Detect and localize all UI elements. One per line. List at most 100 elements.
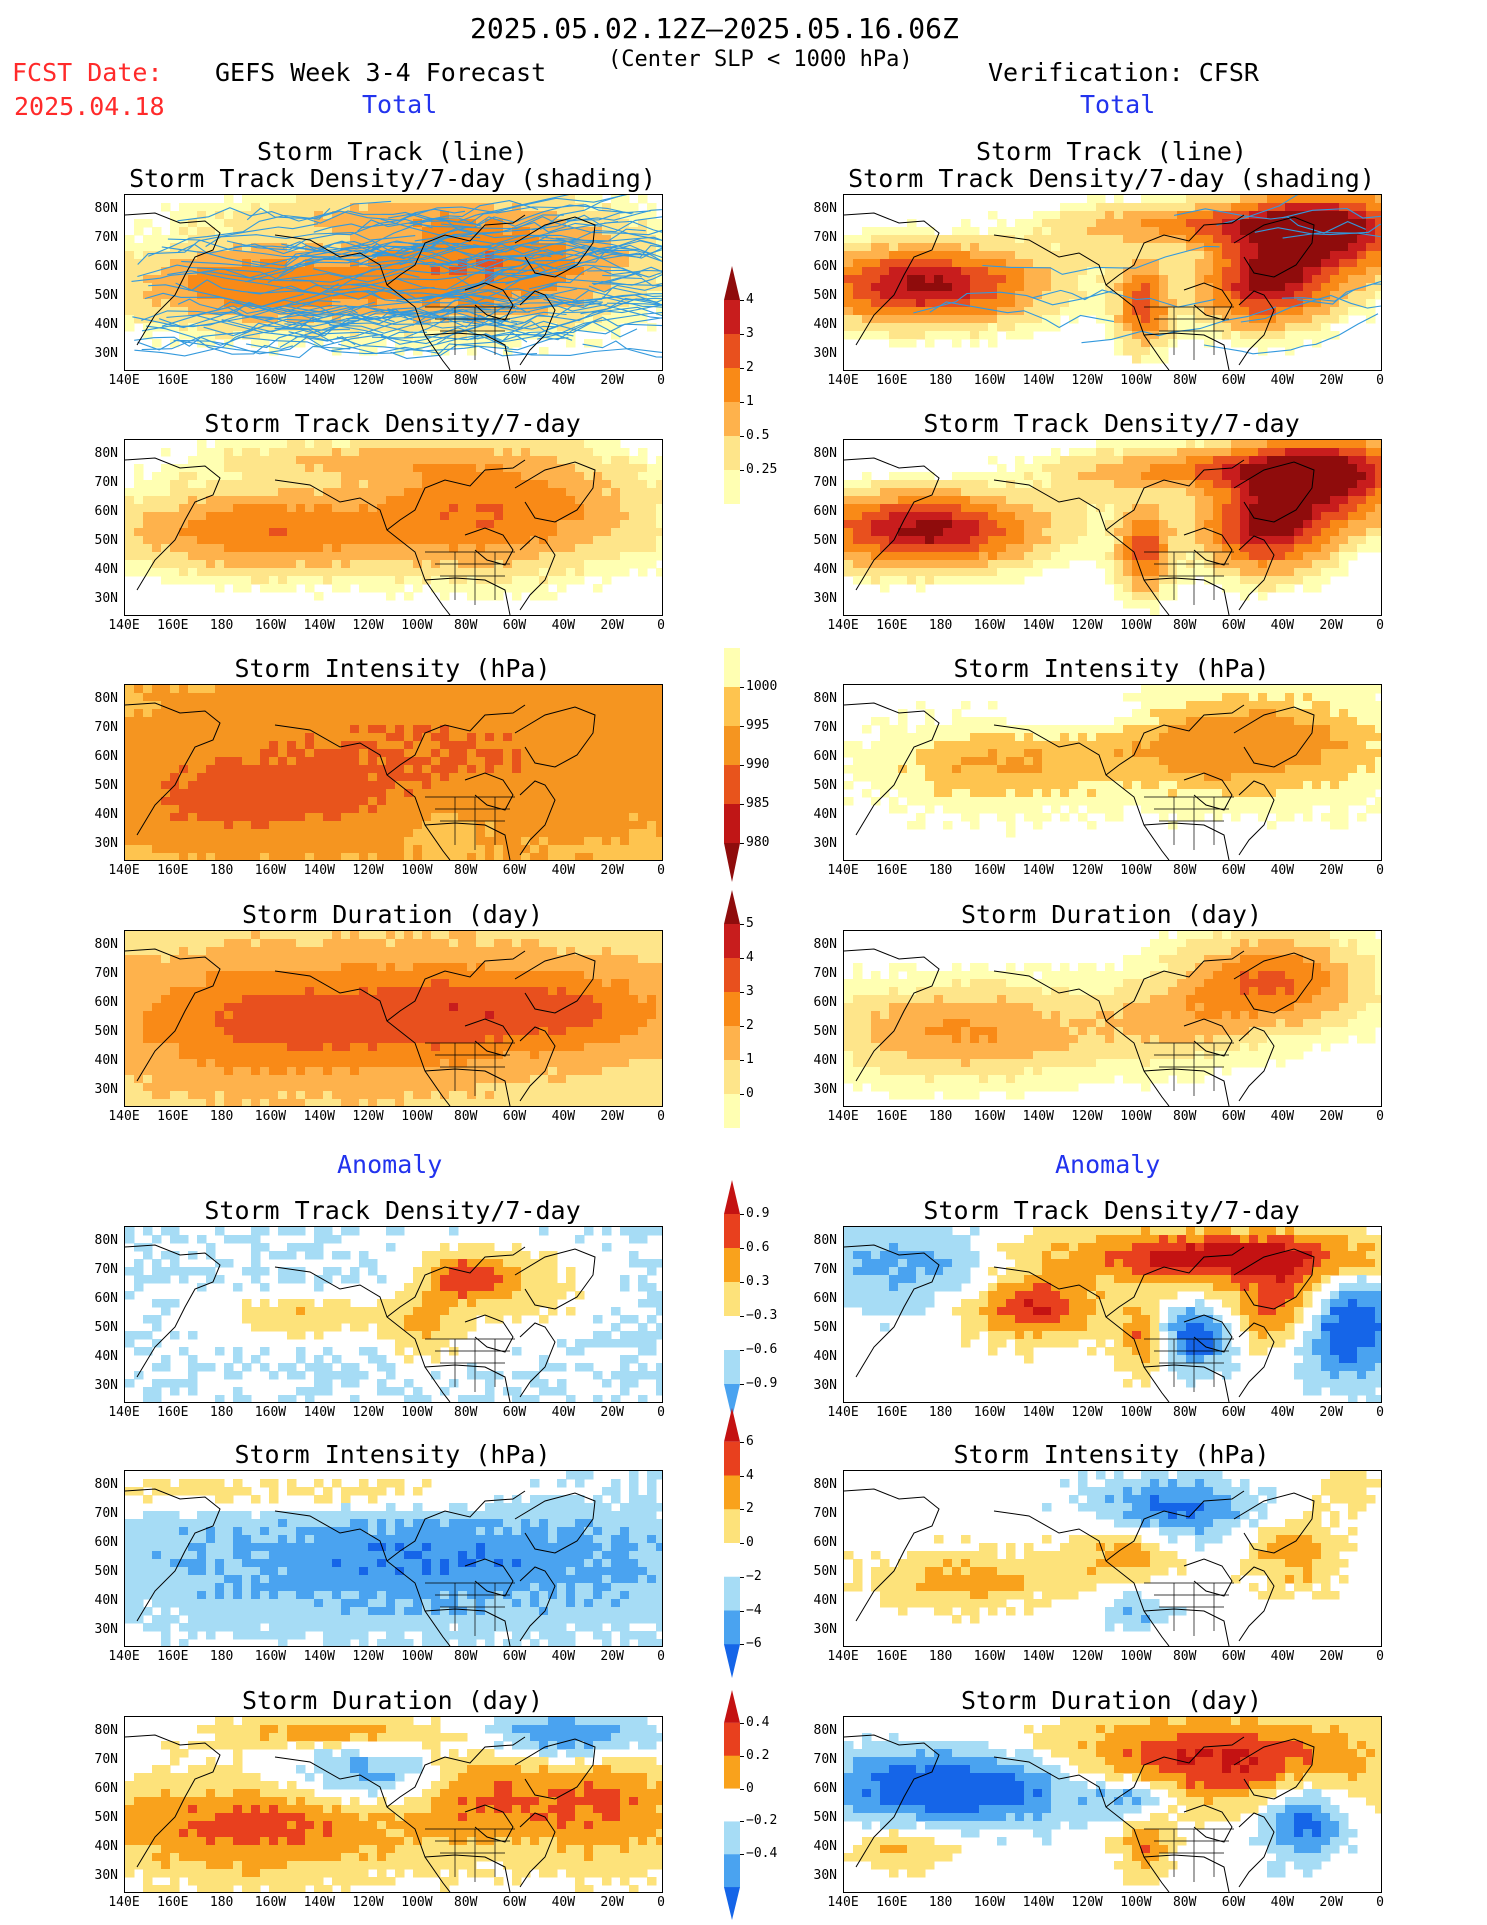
fcst-intensity-anom-lon-label: 100W: [401, 1649, 433, 1664]
cfsr-intensity-anom-lat-label: 30N: [813, 1622, 837, 1637]
colorbar-duration-total-tick: [740, 1026, 744, 1027]
cfsr-duration-lat-label: 80N: [813, 937, 837, 952]
fcst-duration-anom-lat-label: 60N: [94, 1781, 118, 1796]
colorbar-intensity-anom: [724, 1408, 740, 1678]
fcst-track-lon-label: 140E: [108, 373, 140, 388]
cfsr-intensity-lon-label: 100W: [1120, 863, 1152, 878]
cfsr-intensity-lat-label: 80N: [813, 691, 837, 706]
fcst-density-anom-lat-label: 30N: [94, 1378, 118, 1393]
cfsr-duration-anom-lon-label: 0: [1376, 1895, 1384, 1910]
cfsr-intensity-lon-label: 180: [928, 863, 953, 878]
fcst-duration-anom-lat-label: 80N: [94, 1723, 118, 1738]
cfsr-intensity-title: Storm Intensity (hPa): [953, 654, 1270, 683]
cfsr-duration-anom-lat-label: 60N: [813, 1781, 837, 1796]
cfsr-duration-anom-lat-label: 50N: [813, 1810, 837, 1825]
cfsr-intensity-lon-label: 160E: [876, 863, 908, 878]
fcst-duration-anom-map: [124, 1716, 663, 1893]
colorbar-duration-total-tick: [740, 992, 744, 993]
fcst-intensity-lat-label: 40N: [94, 807, 118, 822]
colorbar-duration-total-tick: [740, 924, 744, 925]
cfsr-duration-anom-lat-label: 80N: [813, 1723, 837, 1738]
fcst-intensity-anom-lon-label: 140W: [303, 1649, 335, 1664]
colorbar-density-total: [724, 266, 740, 504]
fcst-density-lon-label: 80W: [453, 618, 478, 633]
colorbar-density-total-tick: [740, 300, 744, 301]
fcst-density-anom-lon-label: 80W: [453, 1405, 478, 1420]
fcst-intensity-anom-lon-label: 60W: [502, 1649, 527, 1664]
colorbar-duration-total-label: 1: [746, 1052, 754, 1067]
colorbar-duration-total: [724, 890, 740, 1128]
cfsr-duration-lat-label: 70N: [813, 966, 837, 981]
cfsr-density-anom-lon-label: 40W: [1270, 1405, 1295, 1420]
fcst-density-lon-label: 0: [657, 618, 665, 633]
cfsr-duration-lon-label: 20W: [1319, 1109, 1343, 1124]
cfsr-track-lat-label: 50N: [813, 288, 837, 303]
cfsr-intensity-lat-label: 70N: [813, 720, 837, 735]
cfsr-track-lon-label: 0: [1376, 373, 1384, 388]
cfsr-duration-anom-map: [843, 1716, 1382, 1893]
cfsr-duration-lat-label: 40N: [813, 1053, 837, 1068]
cfsr-duration-lon-label: 0: [1376, 1109, 1384, 1124]
fcst-density-anom-lat-label: 80N: [94, 1233, 118, 1248]
fcst-intensity-anom-lon-label: 160E: [157, 1649, 189, 1664]
cfsr-intensity-anom-lat-label: 40N: [813, 1593, 837, 1608]
colorbar-intensity-anom-label: −2: [746, 1568, 762, 1584]
cfsr-intensity-anom-lon-label: 140W: [1022, 1649, 1054, 1664]
colorbar-density-anom-label: 0.6: [746, 1240, 770, 1255]
fcst-track-lon-label: 80W: [453, 373, 478, 388]
cfsr-density-title: Storm Track Density/7-day: [923, 409, 1300, 438]
cfsr-track-lat-label: 40N: [813, 317, 837, 332]
cfsr-intensity-anom-lon-label: 60W: [1221, 1649, 1246, 1664]
cfsr-density-anom-lat-label: 40N: [813, 1349, 837, 1364]
cfsr-duration-anom-lon-label: 160W: [973, 1895, 1006, 1910]
cfsr-track-title-2: Storm Track Density/7-day (shading): [848, 164, 1375, 193]
cfsr-density-anom-lon-label: 140E: [827, 1405, 859, 1420]
cfsr-density-anom-lon-label: 100W: [1120, 1405, 1152, 1420]
cfsr-track-lon-label: 20W: [1319, 373, 1343, 388]
cfsr-density-anom-lat-label: 50N: [813, 1320, 837, 1335]
right-column-title: Verification: CFSR: [988, 58, 1259, 87]
cfsr-track-lat-label: 30N: [813, 346, 837, 361]
fcst-duration-anom-lat-label: 50N: [94, 1810, 118, 1825]
fcst-track-lon-label: 160E: [157, 373, 189, 388]
fcst-intensity-lon-label: 140E: [108, 863, 140, 878]
cfsr-intensity-lon-label: 60W: [1221, 863, 1246, 878]
cfsr-density-map: [843, 439, 1382, 616]
fcst-density-lon-label: 160E: [157, 618, 189, 633]
colorbar-duration-total-label: 2: [746, 1018, 754, 1033]
fcst-density-lat-label: 30N: [94, 591, 118, 606]
fcst-duration-anom-lon-label: 140E: [108, 1895, 140, 1910]
left-anomaly-label: Anomaly: [337, 1150, 443, 1179]
fcst-duration-anom-lat-label: 40N: [94, 1839, 118, 1854]
fcst-intensity-anom-lon-label: 40W: [551, 1649, 576, 1664]
colorbar-density-total-tick: [740, 334, 744, 335]
fcst-density-anom-lon-label: 40W: [551, 1405, 576, 1420]
cfsr-duration-lon-label: 160E: [876, 1109, 908, 1124]
fcst-density-lat-label: 40N: [94, 562, 118, 577]
right-total-label: Total: [1080, 90, 1156, 119]
colorbar-intensity-anom-label: −6: [746, 1636, 762, 1652]
fcst-duration-lon-label: 60W: [502, 1109, 527, 1124]
colorbar-density-anom-label: −0.3: [746, 1308, 778, 1323]
cfsr-track-lon-label: 40W: [1270, 373, 1295, 388]
cfsr-density-lon-label: 60W: [1221, 618, 1246, 633]
colorbar-intensity-anom-label: 6: [746, 1433, 754, 1449]
fcst-intensity-anom-lat-label: 80N: [94, 1477, 118, 1492]
fcst-track-lon-label: 20W: [600, 373, 624, 388]
cfsr-density-anom-lon-label: 0: [1376, 1405, 1384, 1420]
cfsr-intensity-lon-label: 20W: [1319, 863, 1343, 878]
fcst-density-anom-lat-label: 70N: [94, 1262, 118, 1277]
fcst-density-lon-label: 120W: [352, 618, 384, 633]
fcst-density-anom-lon-label: 160W: [254, 1405, 287, 1420]
fcst-density-lon-label: 140W: [303, 618, 335, 633]
cfsr-density-lon-label: 20W: [1319, 618, 1343, 633]
cfsr-track-lon-label: 160E: [876, 373, 908, 388]
cfsr-duration-lon-label: 80W: [1172, 1109, 1197, 1124]
cfsr-density-anom-lat-label: 60N: [813, 1291, 837, 1306]
colorbar-intensity-total-tick: [740, 726, 744, 727]
fcst-density-anom-lon-label: 120W: [352, 1405, 384, 1420]
cfsr-density-anom-lon-label: 80W: [1172, 1405, 1197, 1420]
cfsr-duration-anom-lon-label: 160E: [876, 1895, 908, 1910]
cfsr-intensity-anom-lon-label: 160W: [973, 1649, 1006, 1664]
fcst-duration-anom-lon-label: 20W: [600, 1895, 624, 1910]
